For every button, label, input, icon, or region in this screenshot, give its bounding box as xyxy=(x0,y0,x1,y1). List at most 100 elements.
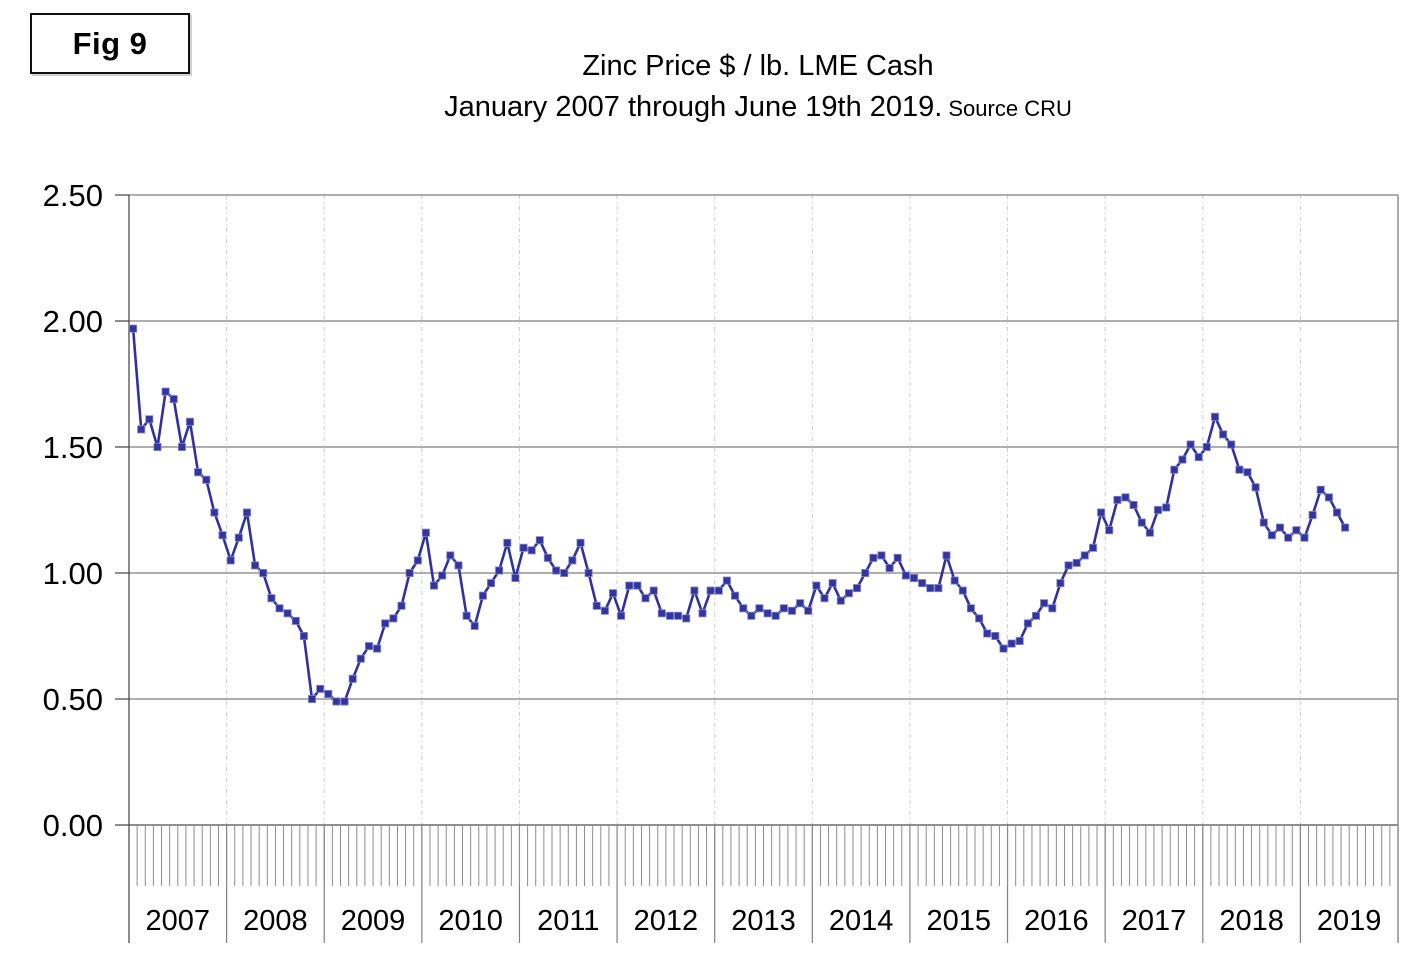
data-point-marker xyxy=(1219,430,1228,439)
data-point-marker xyxy=(332,697,341,706)
data-point-marker xyxy=(137,425,146,434)
data-point-marker xyxy=(592,601,601,610)
y-axis-label: 1.00 xyxy=(43,556,103,591)
data-point-marker xyxy=(755,604,764,613)
data-point-marker xyxy=(1105,526,1114,535)
data-point-marker xyxy=(1300,533,1309,542)
data-point-marker xyxy=(1178,455,1187,464)
data-point-marker xyxy=(991,632,1000,641)
figure-label-box: Fig 9 xyxy=(30,13,190,74)
data-point-marker xyxy=(1316,485,1325,494)
data-point-marker xyxy=(1341,523,1350,532)
data-point-marker xyxy=(129,324,138,333)
data-point-marker xyxy=(722,576,731,585)
data-point-marker xyxy=(299,632,308,641)
data-point-marker xyxy=(698,609,707,618)
data-point-marker xyxy=(926,584,935,593)
x-axis-year-label: 2014 xyxy=(829,905,894,937)
data-point-marker xyxy=(535,536,544,545)
data-point-marker xyxy=(999,644,1008,653)
data-point-marker xyxy=(731,591,740,600)
data-point-marker xyxy=(218,531,227,540)
data-point-marker xyxy=(1040,599,1049,608)
data-point-marker xyxy=(1056,579,1065,588)
x-axis-year-label: 2012 xyxy=(634,905,699,937)
data-point-marker xyxy=(389,614,398,623)
data-point-marker xyxy=(356,654,365,663)
data-point-marker xyxy=(1023,619,1032,628)
y-axis-label: 0.50 xyxy=(43,682,103,717)
data-point-marker xyxy=(145,415,154,424)
data-point-marker xyxy=(1089,543,1098,552)
data-point-marker xyxy=(812,581,821,590)
data-point-marker xyxy=(1129,500,1138,509)
data-point-marker xyxy=(1227,440,1236,449)
data-point-marker xyxy=(202,475,211,484)
data-point-marker xyxy=(1292,526,1301,535)
data-point-marker xyxy=(869,553,878,562)
data-point-marker xyxy=(454,561,463,570)
data-point-marker xyxy=(251,561,260,570)
data-point-marker xyxy=(1251,483,1260,492)
data-point-marker xyxy=(397,601,406,610)
data-point-marker xyxy=(1007,639,1016,648)
data-point-marker xyxy=(1072,558,1081,567)
data-point-marker xyxy=(877,551,886,560)
data-point-marker xyxy=(234,533,243,542)
data-point-marker xyxy=(177,442,186,451)
data-point-marker xyxy=(1211,412,1220,421)
x-axis-year-label: 2008 xyxy=(243,905,308,937)
data-point-marker xyxy=(527,546,536,555)
y-axis-label: 1.50 xyxy=(43,430,103,465)
data-point-marker xyxy=(771,611,780,620)
data-point-marker xyxy=(1113,495,1122,504)
x-axis-year-label: 2013 xyxy=(731,905,796,937)
data-point-marker xyxy=(1048,604,1057,613)
data-point-marker xyxy=(584,569,593,578)
x-axis-year-label: 2015 xyxy=(926,905,991,937)
data-point-marker xyxy=(714,586,723,595)
data-point-marker xyxy=(1259,518,1268,527)
data-point-marker xyxy=(560,569,569,578)
x-axis-year-label: 2010 xyxy=(438,905,503,937)
data-point-marker xyxy=(226,556,235,565)
data-point-marker xyxy=(820,594,829,603)
y-axis-label: 2.50 xyxy=(43,178,103,213)
data-point-marker xyxy=(1284,533,1293,542)
data-point-marker xyxy=(364,642,373,651)
data-point-marker xyxy=(763,609,772,618)
data-point-marker xyxy=(739,604,748,613)
data-point-marker xyxy=(283,609,292,618)
x-axis-year-label: 2016 xyxy=(1024,905,1089,937)
data-point-marker xyxy=(552,566,561,575)
data-point-marker xyxy=(600,606,609,615)
data-point-marker xyxy=(1145,528,1154,537)
data-point-marker xyxy=(381,619,390,628)
data-point-marker xyxy=(893,553,902,562)
data-point-marker xyxy=(1064,561,1073,570)
chart-subtitle-text: January 2007 through June 19th 2019. xyxy=(444,91,943,124)
data-point-marker xyxy=(511,574,520,583)
data-point-marker xyxy=(1154,505,1163,514)
x-axis-year-label: 2019 xyxy=(1317,905,1382,937)
data-point-marker xyxy=(641,594,650,603)
x-axis-year-label: 2018 xyxy=(1219,905,1284,937)
data-point-marker xyxy=(649,586,658,595)
chart-header: Zinc Price $ / lb. LME Cash January 2007… xyxy=(96,50,1420,125)
y-axis-label: 0.00 xyxy=(43,808,103,843)
data-point-marker xyxy=(950,576,959,585)
data-point-marker xyxy=(1121,493,1130,502)
data-point-marker xyxy=(405,569,414,578)
data-point-marker xyxy=(462,611,471,620)
data-point-marker xyxy=(706,586,715,595)
data-point-marker xyxy=(568,556,577,565)
data-point-marker xyxy=(340,697,349,706)
data-point-marker xyxy=(413,556,422,565)
data-point-marker xyxy=(194,468,203,477)
data-point-marker xyxy=(1333,508,1342,517)
data-point-marker xyxy=(885,564,894,573)
data-point-marker xyxy=(373,644,382,653)
data-point-marker xyxy=(446,551,455,560)
